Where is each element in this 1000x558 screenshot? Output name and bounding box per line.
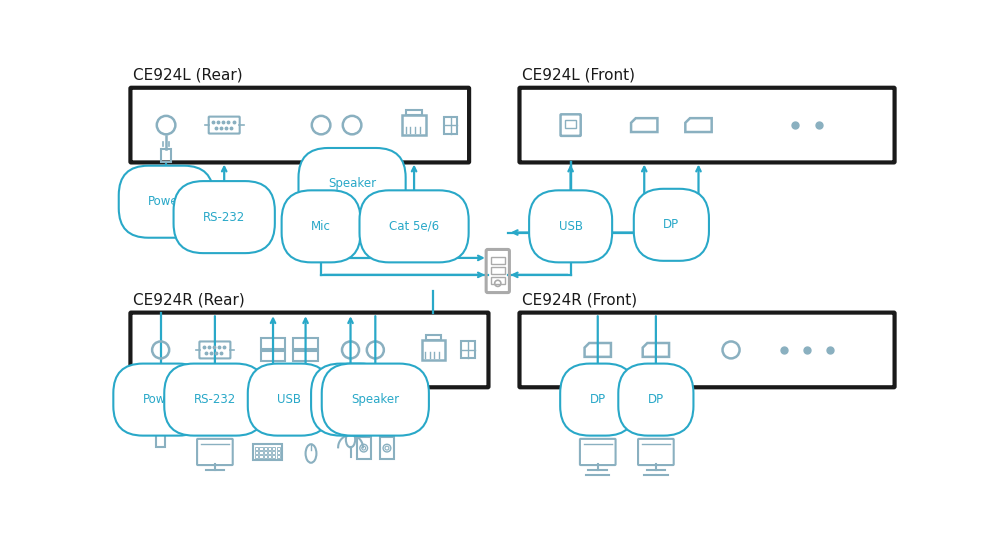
FancyBboxPatch shape: [130, 88, 469, 162]
Bar: [272, 451, 275, 454]
Bar: [259, 455, 263, 458]
Bar: [272, 446, 275, 450]
Bar: [268, 446, 271, 450]
Bar: [491, 257, 505, 264]
Text: DP: DP: [648, 393, 664, 406]
Bar: [259, 446, 263, 450]
FancyBboxPatch shape: [519, 312, 895, 387]
Text: Mic: Mic: [311, 220, 331, 233]
Bar: [422, 340, 445, 360]
Bar: [156, 434, 165, 448]
Text: Speaker: Speaker: [351, 393, 399, 406]
Text: RS-232: RS-232: [194, 393, 236, 406]
Text: DP: DP: [663, 218, 679, 232]
Bar: [406, 110, 422, 115]
Bar: [253, 444, 282, 460]
Bar: [426, 335, 441, 340]
Bar: [268, 455, 271, 458]
Text: USB: USB: [277, 393, 301, 406]
Bar: [293, 338, 318, 349]
Bar: [277, 451, 280, 454]
Text: Speaker: Speaker: [328, 177, 376, 190]
Bar: [491, 277, 505, 284]
Bar: [259, 451, 263, 454]
FancyBboxPatch shape: [130, 312, 488, 387]
Bar: [255, 455, 258, 458]
Text: RS-232: RS-232: [203, 210, 245, 224]
Text: Power: Power: [143, 393, 178, 406]
Text: Cat 5e/6: Cat 5e/6: [389, 220, 439, 233]
Bar: [161, 148, 171, 162]
Bar: [277, 455, 280, 458]
Bar: [261, 351, 285, 362]
FancyBboxPatch shape: [519, 88, 895, 162]
Bar: [255, 451, 258, 454]
Bar: [357, 437, 371, 459]
Text: Power: Power: [148, 195, 184, 208]
Text: USB: USB: [559, 220, 583, 233]
Text: Mic: Mic: [341, 393, 360, 406]
Text: CE924R (Rear): CE924R (Rear): [133, 292, 244, 307]
Bar: [264, 446, 267, 450]
Bar: [272, 455, 275, 458]
Text: DP: DP: [590, 393, 606, 406]
Bar: [268, 451, 271, 454]
Bar: [293, 351, 318, 362]
Bar: [565, 121, 576, 128]
Bar: [380, 437, 394, 459]
Bar: [461, 341, 475, 358]
Bar: [264, 451, 267, 454]
Text: CE924L (Front): CE924L (Front): [522, 68, 635, 83]
Bar: [261, 338, 285, 349]
Bar: [491, 267, 505, 274]
Bar: [264, 455, 267, 458]
Bar: [255, 446, 258, 450]
Text: CE924R (Front): CE924R (Front): [522, 292, 637, 307]
Bar: [444, 117, 457, 133]
Bar: [402, 115, 426, 135]
Text: CE924L (Rear): CE924L (Rear): [133, 68, 242, 83]
Bar: [277, 446, 280, 450]
